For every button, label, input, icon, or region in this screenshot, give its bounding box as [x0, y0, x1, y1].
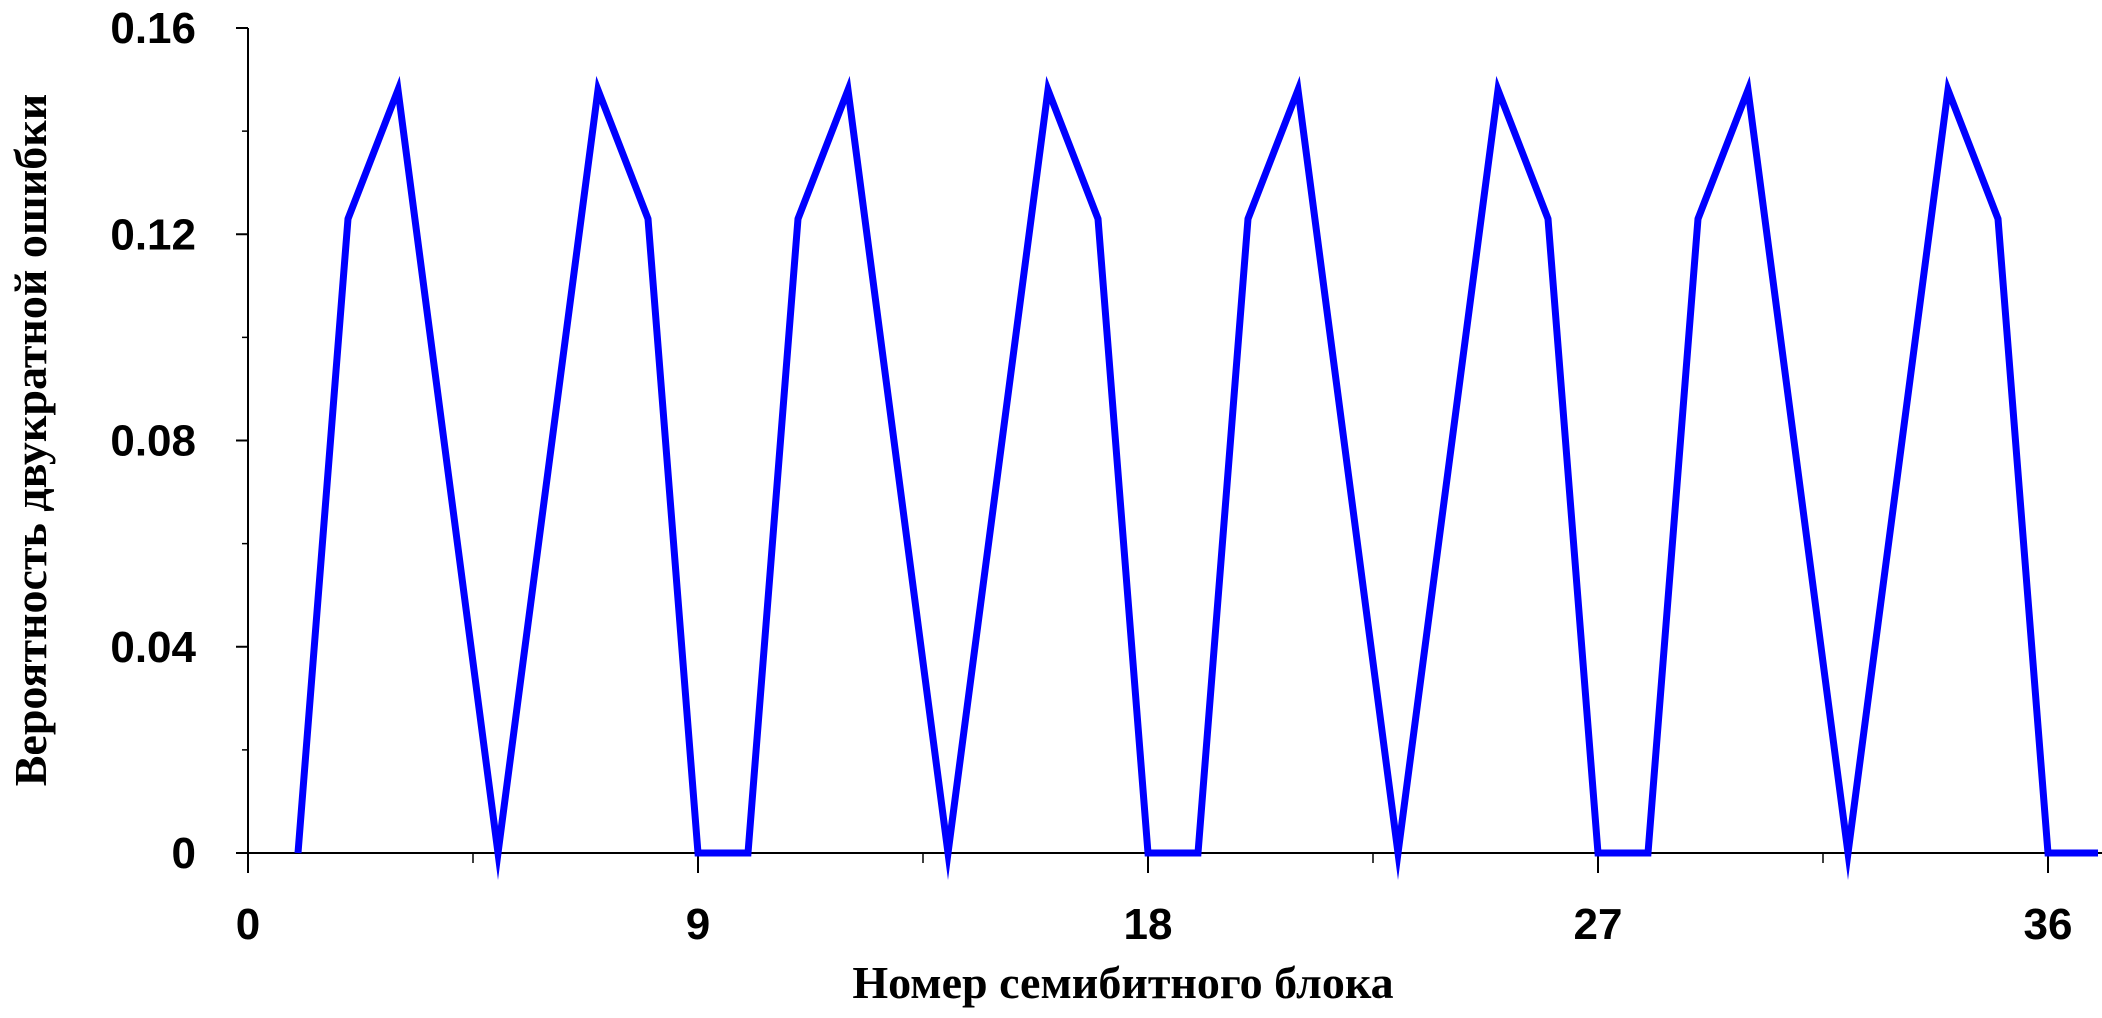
tick-labels: 0 0.04 0.08 0.12 0.16 0 9 18 27 36 [110, 4, 2072, 949]
x-tick-label: 0 [236, 900, 260, 949]
y-axis-title: Вероятность двукратной ошибки [5, 94, 56, 787]
x-tick-label: 18 [1124, 900, 1173, 949]
y-tick-label: 0.16 [110, 4, 196, 53]
x-tick-label: 9 [686, 900, 710, 949]
x-tick-label: 27 [1574, 900, 1623, 949]
y-tick-label: 0.12 [110, 210, 196, 259]
series-layer [294, 75, 2098, 880]
series-line [294, 75, 2098, 880]
x-tick-label: 36 [2024, 900, 2073, 949]
y-tick-label: 0.04 [110, 623, 196, 672]
y-tick-label: 0.08 [110, 417, 196, 466]
y-tick-label: 0 [172, 829, 196, 878]
axes [236, 27, 2102, 873]
x-axis-title: Номер семибитного блока [852, 957, 1393, 1008]
